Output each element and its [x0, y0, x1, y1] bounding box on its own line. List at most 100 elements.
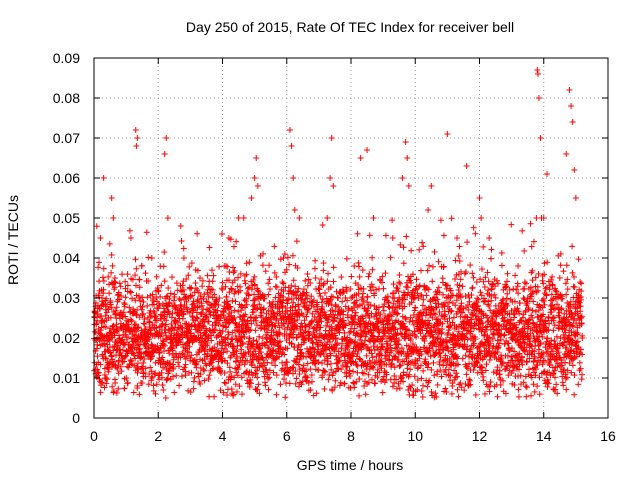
y-tick-label: 0.04 [53, 250, 80, 266]
data-point [130, 389, 137, 396]
data-point [105, 368, 112, 375]
data-point [106, 360, 113, 367]
data-point [112, 379, 119, 386]
y-tick-label: 0.08 [53, 90, 80, 106]
data-point [225, 329, 232, 336]
data-point [127, 356, 134, 363]
data-point [136, 391, 143, 398]
data-point [215, 302, 222, 309]
data-point [254, 287, 261, 294]
data-point [100, 278, 107, 285]
data-point [121, 300, 128, 307]
data-point [116, 280, 123, 287]
data-point [247, 314, 254, 321]
data-point [174, 319, 181, 326]
y-tick-label: 0.06 [53, 170, 80, 186]
data-point [239, 341, 246, 348]
data-point [178, 238, 185, 245]
data-point [186, 263, 193, 270]
data-point [161, 342, 168, 349]
y-tick-label: 0.05 [53, 210, 80, 226]
data-point [197, 371, 204, 378]
data-point [148, 341, 155, 348]
data-point [142, 373, 149, 380]
data-point [225, 277, 232, 284]
data-point [117, 283, 124, 290]
data-point [97, 305, 104, 312]
data-point [191, 374, 198, 381]
data-point [252, 348, 259, 355]
data-point [186, 326, 193, 333]
data-point [166, 368, 173, 375]
data-point [151, 309, 158, 316]
data-point [261, 295, 268, 302]
data-point [165, 367, 172, 374]
data-point [179, 282, 186, 289]
data-point [231, 374, 238, 381]
data-point [99, 274, 106, 281]
data-point [211, 393, 218, 400]
data-point [245, 292, 252, 299]
data-point [252, 315, 259, 322]
data-point [198, 311, 205, 318]
data-point [105, 306, 112, 313]
data-point [161, 278, 168, 285]
data-point [203, 298, 210, 305]
data-point [250, 276, 257, 283]
data-point [133, 265, 140, 272]
data-point [223, 323, 230, 330]
data-point [226, 289, 233, 296]
data-point [173, 280, 180, 287]
data-point [246, 383, 253, 390]
data-point [181, 364, 188, 371]
data-point [127, 289, 134, 296]
data-point [251, 291, 258, 298]
data-point [114, 327, 121, 334]
data-point [253, 367, 260, 374]
data-point [113, 389, 120, 396]
data-point [252, 370, 259, 377]
data-point [118, 368, 125, 375]
data-point [140, 359, 147, 366]
data-point [196, 303, 203, 310]
data-point [109, 262, 116, 269]
data-point [231, 290, 238, 297]
data-point [215, 321, 222, 328]
data-point [228, 286, 235, 293]
data-point [110, 322, 117, 329]
data-point [136, 345, 143, 352]
data-point [241, 333, 248, 340]
data-point [225, 313, 232, 320]
data-point [205, 376, 212, 383]
data-point [214, 307, 221, 314]
data-point [219, 230, 226, 237]
data-point [251, 273, 258, 280]
data-point [106, 290, 113, 297]
data-point [145, 254, 152, 261]
data-point [117, 363, 124, 370]
data-point [231, 277, 238, 284]
data-point [256, 345, 263, 352]
data-point [132, 256, 139, 263]
data-point [197, 332, 204, 339]
data-point [119, 314, 126, 321]
data-point [233, 358, 240, 365]
data-point [104, 303, 111, 310]
data-point [213, 298, 220, 305]
data-point [256, 390, 263, 397]
y-tick-label: 0.01 [53, 370, 80, 386]
data-point [125, 334, 132, 341]
data-point [108, 269, 115, 276]
data-point [242, 350, 249, 357]
data-point [253, 338, 260, 345]
data-point [218, 333, 225, 340]
data-point [158, 282, 165, 289]
data-point [228, 352, 235, 359]
data-point [190, 378, 197, 385]
data-point [257, 349, 264, 356]
data-point [256, 301, 263, 308]
data-point [186, 349, 193, 356]
data-point [139, 294, 146, 301]
data-point [165, 285, 172, 292]
data-point [140, 369, 147, 376]
